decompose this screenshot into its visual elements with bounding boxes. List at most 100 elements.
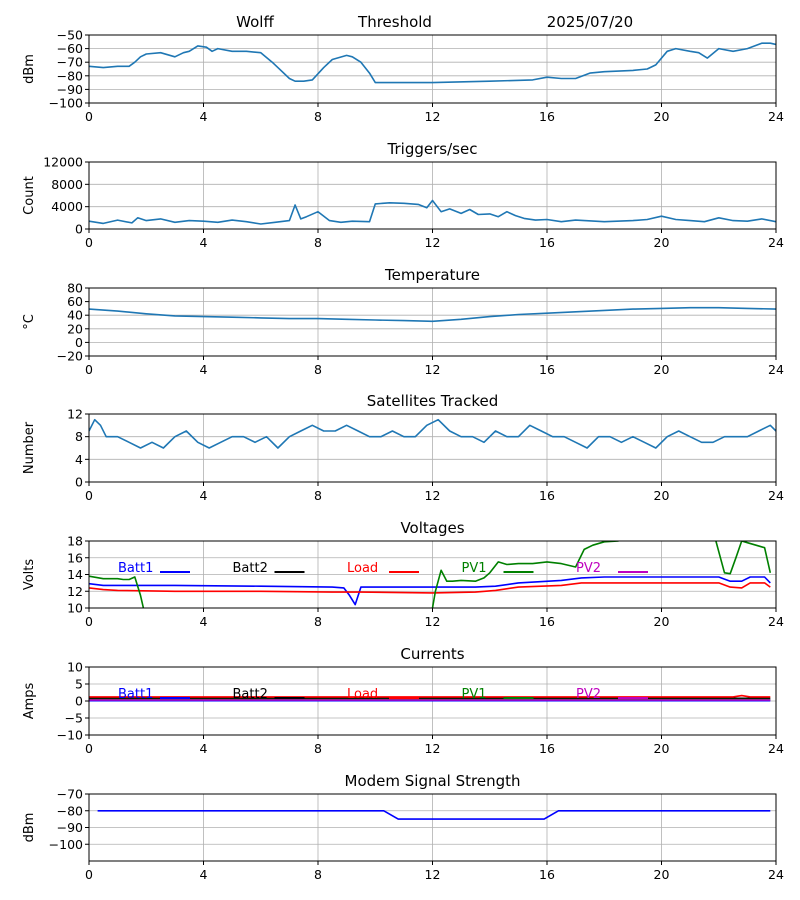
chart-6-ytick-label: −90 <box>57 820 83 835</box>
chart-4-legend-label: Batt2 <box>233 561 268 576</box>
chart-4-ytick-label: 16 <box>67 550 83 565</box>
chart-1-ytick-label: 4000 <box>51 199 83 214</box>
chart-3-xtick-label: 16 <box>539 488 555 503</box>
chart-4-xtick-label: 24 <box>768 614 784 629</box>
chart-2-xtick-label: 16 <box>539 362 555 377</box>
chart-4-xtick-label: 16 <box>539 614 555 629</box>
chart-6-series-0 <box>97 810 771 820</box>
chart-6-xtick-label: 16 <box>539 867 555 882</box>
chart-5-ylabel: Amps <box>22 682 37 719</box>
chart-2-xtick-label: 20 <box>654 362 670 377</box>
chart-4-title: Voltages <box>400 519 464 537</box>
chart-4-series-pv1 <box>89 541 772 608</box>
chart-1-ylabel: Count <box>22 176 37 215</box>
station-name: Wolff <box>236 13 274 31</box>
chart-1-xtick-label: 4 <box>200 235 208 250</box>
chart-4-legend-label: PV2 <box>576 561 601 576</box>
chart-5-ytick-label: −5 <box>65 711 83 726</box>
chart-1-series-0 <box>89 199 776 225</box>
chart-5-title: Currents <box>400 645 464 663</box>
chart-5-xtick-label: 24 <box>768 741 784 756</box>
chart-2-xtick-label: 4 <box>200 362 208 377</box>
panel-triggers: 0 4 8 12 16 20 24 0 4000 8000 12000 Triggers/sec Cou… <box>22 140 784 250</box>
chart-1-xtick-label: 0 <box>85 235 93 250</box>
chart-1-xtick-label: 24 <box>768 235 784 250</box>
chart-0-xtick-label: 16 <box>539 109 555 124</box>
chart-2-ytick-label: 20 <box>67 321 83 336</box>
panel-satellites: 0 4 8 12 16 20 24 0 4 8 12 Satellites Tracked Number <box>22 392 784 503</box>
chart-4-ytick-label: 14 <box>67 567 83 582</box>
chart-4-ytick-label: 18 <box>67 534 83 549</box>
chart-6-xtick-label: 12 <box>425 867 441 882</box>
chart-4-ylabel: Volts <box>22 559 37 591</box>
chart-3-ylabel: Number <box>22 421 37 474</box>
chart-0-ytick-label: −80 <box>57 68 83 83</box>
chart-5-xtick-label: 20 <box>654 741 670 756</box>
chart-4-ytick-label: 12 <box>67 584 83 599</box>
chart-2-series-0 <box>89 306 776 323</box>
chart-3-ytick-label: 8 <box>75 429 83 444</box>
report-date: 2025/07/20 <box>547 13 633 31</box>
chart-0-xtick-label: 4 <box>200 109 208 124</box>
chart-0-ylabel: dBm <box>22 54 37 84</box>
chart-0-xtick-label: 12 <box>425 109 441 124</box>
chart-2-ytick-label: 0 <box>75 335 83 350</box>
chart-5-xtick-label: 0 <box>85 741 93 756</box>
chart-1-xtick-label: 16 <box>539 235 555 250</box>
chart-4-xtick-label: 8 <box>314 614 322 629</box>
chart-0-series-0 <box>89 42 776 84</box>
chart-2-ytick-label: −20 <box>57 349 83 364</box>
chart-3-xtick-label: 0 <box>85 488 93 503</box>
chart-4-xtick-label: 0 <box>85 614 93 629</box>
chart-6-title: Modem Signal Strength <box>345 772 521 790</box>
chart-3-title: Satellites Tracked <box>367 392 498 410</box>
chart-0-xtick-label: 8 <box>314 109 322 124</box>
chart-4-xtick-label: 20 <box>654 614 670 629</box>
chart-2-ylabel: °C <box>22 314 37 330</box>
chart-2-title: Temperature <box>384 266 480 284</box>
chart-5-ytick-label: 0 <box>75 694 83 709</box>
chart-6-ylabel: dBm <box>22 813 37 843</box>
panel-modem-signal: 0 4 8 12 16 20 24 −100 −90 −80−70 Modem Signal Str… <box>22 772 784 882</box>
chart-3-xtick-label: 4 <box>200 488 208 503</box>
chart-2-ytick-label: 80 <box>67 281 83 296</box>
chart-5-legend-label: Load <box>347 687 378 702</box>
chart-3-xtick-label: 8 <box>314 488 322 503</box>
chart-0-ytick-label: −50 <box>57 28 83 43</box>
chart-1-xtick-label: 20 <box>654 235 670 250</box>
chart-4-legend-label: PV1 <box>462 561 487 576</box>
chart-2-xtick-label: 8 <box>314 362 322 377</box>
chart-5-xtick-label: 16 <box>539 741 555 756</box>
chart-3-xtick-label: 12 <box>425 488 441 503</box>
chart-0-ytick-label: −60 <box>57 41 83 56</box>
chart-6-ytick-label: −100 <box>49 837 83 852</box>
chart-5-xtick-label: 4 <box>200 741 208 756</box>
chart-5-legend-label: PV2 <box>576 687 601 702</box>
chart-1-ytick-label: 12000 <box>43 155 83 170</box>
chart-0-ytick-label: −90 <box>57 82 83 97</box>
chart-5-ytick-label: −10 <box>57 728 83 743</box>
chart-5-legend-label: Batt1 <box>118 687 153 702</box>
chart-1-ytick-label: 8000 <box>51 177 83 192</box>
chart-4-legend-label: Batt1 <box>118 561 153 576</box>
chart-5-xtick-label: 8 <box>314 741 322 756</box>
chart-3-ytick-label: 12 <box>67 407 83 422</box>
chart-3-ytick-label: 4 <box>75 452 83 467</box>
chart-2-xtick-label: 12 <box>425 362 441 377</box>
chart-1-ytick-label: 0 <box>75 222 83 237</box>
chart-6-xtick-label: 0 <box>85 867 93 882</box>
chart-4-xtick-label: 12 <box>425 614 441 629</box>
chart-1-title: Triggers/sec <box>387 140 478 158</box>
chart-5-legend-label: PV1 <box>462 687 487 702</box>
chart-3-series-0 <box>89 418 776 449</box>
chart-3-xtick-label: 24 <box>768 488 784 503</box>
chart-0-xtick-label: 20 <box>654 109 670 124</box>
chart-0-xtick-label: 24 <box>768 109 784 124</box>
threshold-label: Threshold <box>357 13 432 31</box>
panel-signal-threshold: 0 4 8 12 16 20 24 −100−90−80−70−60−50 dBm <box>22 28 784 125</box>
chart-2-ytick-label: 40 <box>67 308 83 323</box>
chart-3-xtick-label: 20 <box>654 488 670 503</box>
